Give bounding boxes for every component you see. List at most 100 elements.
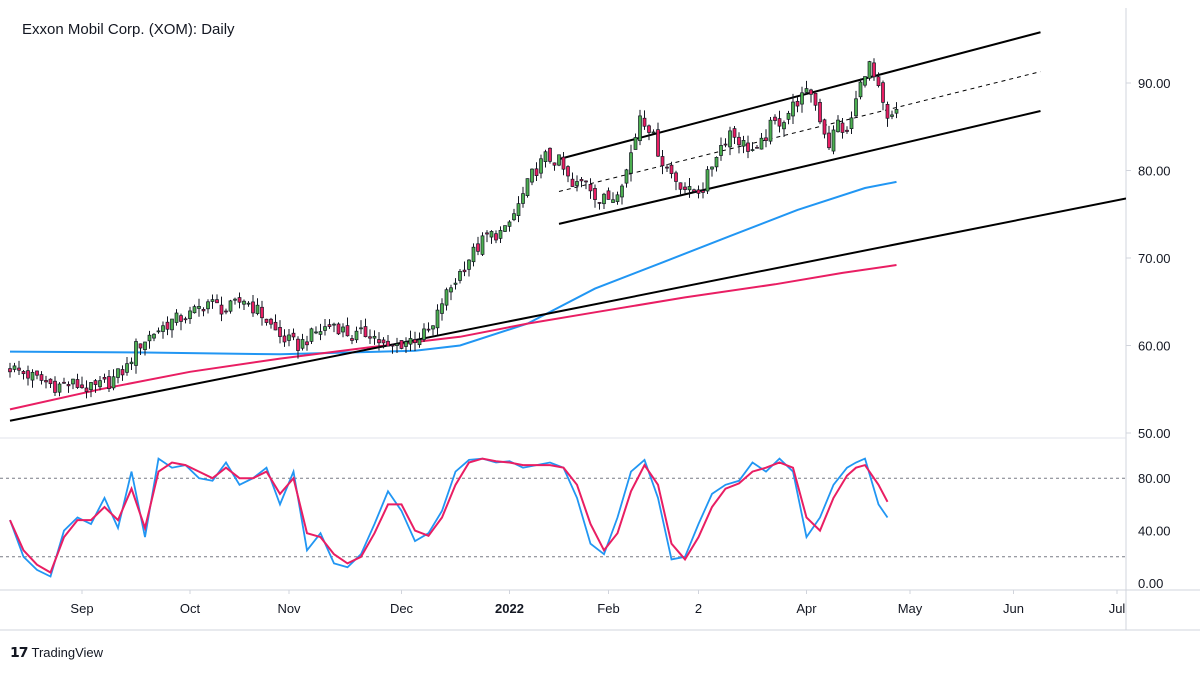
candle [8, 362, 12, 378]
candle [566, 165, 570, 183]
candle [201, 307, 206, 317]
candle [147, 330, 152, 349]
candle-body-up [444, 289, 449, 306]
candle [30, 369, 35, 388]
candle-body-up [354, 330, 359, 341]
candle-body-up [800, 92, 804, 105]
candle [759, 132, 764, 150]
candle [548, 147, 552, 164]
candle [597, 202, 602, 210]
candle-body-up [741, 140, 746, 147]
candle-body-down [273, 321, 278, 331]
candle [264, 318, 269, 326]
candle [89, 382, 93, 398]
candle [368, 329, 372, 344]
candle-body-up [161, 325, 165, 332]
candle-body-down [66, 384, 71, 387]
candle-body-up [116, 368, 120, 378]
candle [192, 304, 197, 314]
candle [840, 117, 845, 139]
candle [206, 299, 210, 314]
candle [170, 318, 174, 338]
candle-body-down [678, 182, 683, 190]
candle-body-up [768, 119, 773, 142]
candle [746, 135, 750, 159]
candle-body-down [579, 179, 584, 182]
candle-body-up [174, 312, 179, 323]
time-tick-label: Nov [277, 601, 301, 616]
candle-body-down [179, 315, 183, 322]
candle-body-up [543, 151, 548, 162]
candle-body-down [26, 370, 30, 379]
candle [503, 225, 507, 232]
candle [611, 192, 615, 204]
candle-body-up [129, 361, 134, 365]
candle [305, 335, 309, 351]
candle [615, 191, 620, 205]
candle [12, 362, 17, 373]
candle [260, 300, 264, 326]
candle [66, 381, 71, 393]
candle [813, 92, 818, 111]
candle-body-up [714, 156, 719, 168]
candle [39, 371, 44, 385]
candle [255, 298, 260, 316]
candle-body-down [8, 368, 12, 373]
candle [800, 86, 804, 113]
candle [575, 175, 579, 192]
tradingview-brand[interactable]: 𝟭𝟳 TradingView [10, 644, 103, 661]
candle [440, 298, 444, 321]
candle [764, 129, 768, 148]
candle-body-down [260, 306, 264, 319]
candle [777, 110, 782, 133]
candle [723, 138, 728, 148]
candle [84, 380, 89, 399]
candle-body-up [431, 325, 435, 330]
candle-body-up [710, 166, 714, 170]
candle-body-up [242, 300, 246, 305]
candle-body-up [615, 194, 620, 202]
candle-body-up [233, 298, 237, 301]
trendline-4 [558, 110, 1041, 225]
candle-body-down [701, 190, 705, 193]
candle [359, 320, 363, 335]
candle-body-up [435, 309, 440, 329]
candle-body-up [197, 306, 201, 309]
candle [881, 80, 885, 111]
price-tick-label: 90.00 [1138, 76, 1171, 91]
candle-body-down [53, 380, 57, 393]
candle-body-down [345, 325, 350, 337]
candle-body-up [372, 335, 377, 339]
candle [489, 230, 494, 244]
candle [557, 154, 561, 167]
candle-body-up [170, 318, 174, 331]
candle-body-down [566, 166, 570, 177]
candle-body-up [498, 230, 503, 239]
candle-body-up [705, 169, 710, 192]
candle [431, 325, 435, 336]
candle-body-down [305, 341, 309, 346]
candle-body-down [426, 328, 431, 331]
candle-body-up [516, 203, 521, 216]
trendline-1 [9, 197, 1126, 422]
candle-body-up [849, 117, 854, 129]
candle-body-down [21, 371, 26, 375]
candle-body-down [642, 117, 647, 127]
candle [183, 316, 188, 324]
candle [404, 337, 408, 354]
candle [584, 180, 588, 190]
candle-body-up [408, 338, 413, 345]
candle-body-up [458, 270, 462, 281]
candle [269, 317, 273, 329]
candle [872, 58, 876, 81]
candle [710, 166, 714, 177]
candle [390, 343, 395, 354]
candle [525, 178, 530, 198]
candle [894, 102, 899, 119]
oscillator-pane [0, 457, 1126, 578]
candle [35, 370, 39, 380]
candle [453, 278, 458, 290]
candle [309, 327, 314, 344]
candle [107, 369, 111, 393]
candle [210, 294, 215, 309]
